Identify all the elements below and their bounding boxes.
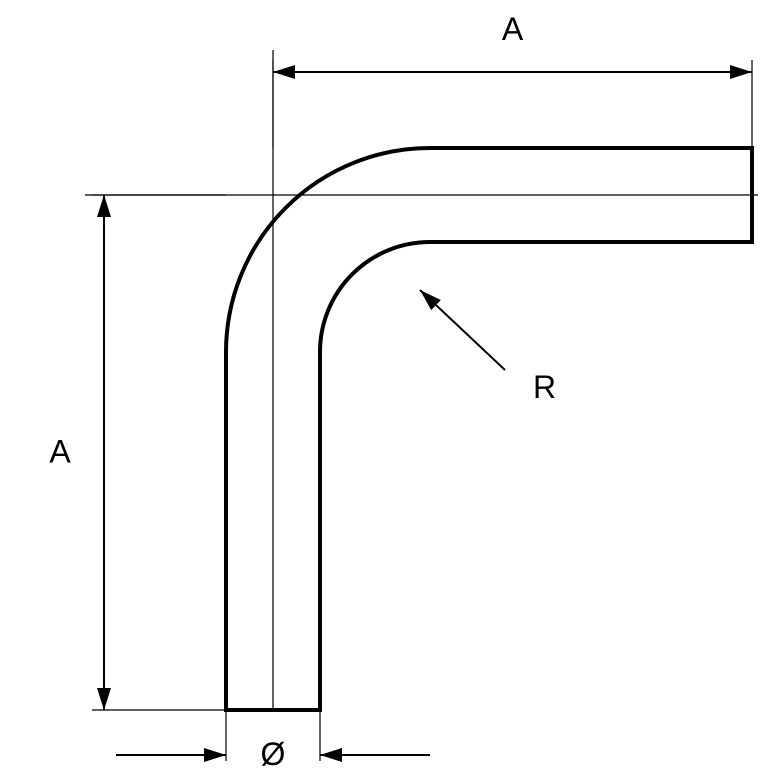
label-radius-R: R xyxy=(533,369,556,405)
label-top-A: A xyxy=(502,11,524,47)
tube-bend-diagram: A A Ø R xyxy=(0,0,779,775)
label-diameter: Ø xyxy=(261,736,286,772)
label-left-A: A xyxy=(49,434,71,470)
tube-outline xyxy=(226,148,752,710)
